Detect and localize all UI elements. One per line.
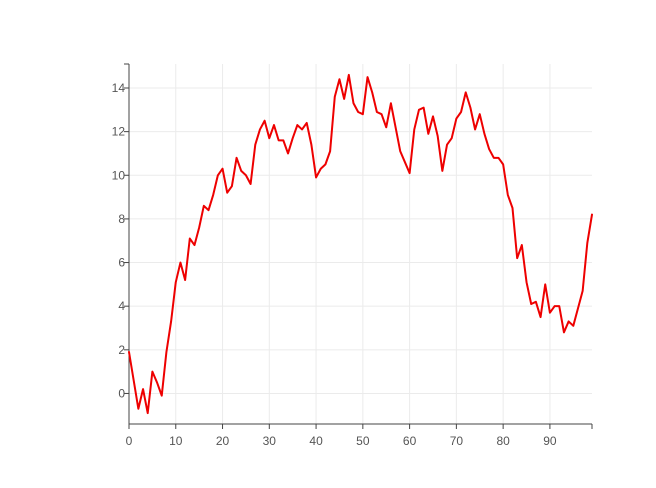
y-tick-label: 10 [112,168,126,182]
x-tick-label: 60 [403,434,417,448]
y-tick-label: 6 [118,256,125,270]
grid [128,64,592,424]
y-tick-label: 12 [112,125,126,139]
y-tick-label: 2 [118,343,125,357]
axes: 0 10 20 30 40 50 60 70 80 90 0 2 4 6 8 10 12 14 [112,63,593,448]
series-line [128,73,593,415]
x-tick-label: 90 [543,434,557,448]
x-tick-label: 80 [496,434,510,448]
x-tick-label: 0 [126,434,133,448]
y-tick-label: 8 [118,212,125,226]
x-tick-label: 20 [216,434,230,448]
x-tick-label: 50 [356,434,370,448]
x-tick-label: 10 [169,434,183,448]
y-tick-label: 4 [118,299,125,313]
x-tick-label: 30 [263,434,277,448]
y-tick-label: 14 [112,81,126,95]
x-tick-label: 70 [450,434,464,448]
y-tick-label: 0 [118,386,125,400]
series [128,73,593,415]
x-tick-label: 40 [309,434,323,448]
